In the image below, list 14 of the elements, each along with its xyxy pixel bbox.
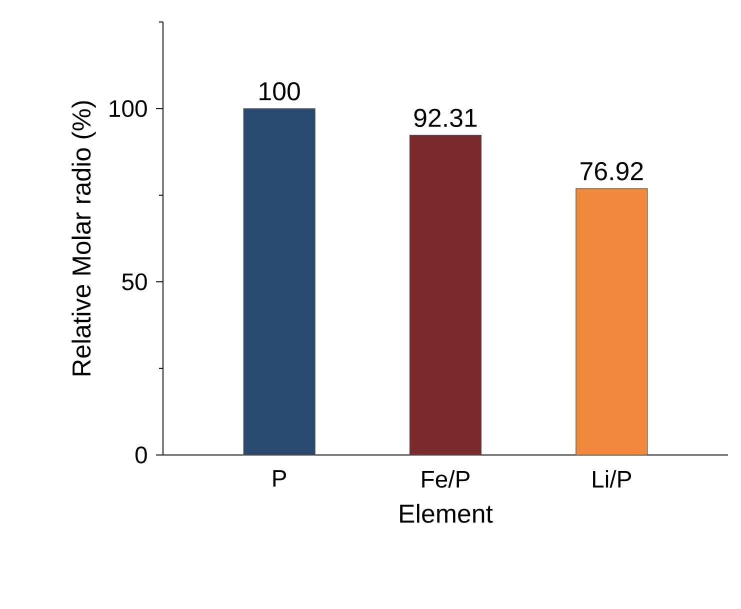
data-label: 100 xyxy=(260,82,300,100)
bar xyxy=(576,188,648,456)
x-tick-label: Fe/P xyxy=(422,470,470,488)
data-label: 76.92 xyxy=(580,162,643,180)
x-tick-label: Li/P xyxy=(593,470,632,488)
data-label: 92.31 xyxy=(414,108,477,128)
y-tick-label: 0 xyxy=(135,446,147,464)
y-tick-label: 50 xyxy=(122,273,147,290)
y-tick-label: 100 xyxy=(110,100,147,118)
x-axis-title: Element xyxy=(400,504,493,523)
bar xyxy=(409,134,482,456)
y-axis-title: Relative Molar radio (%) xyxy=(72,101,96,376)
x-tick-label: P xyxy=(273,470,286,487)
bar xyxy=(243,108,316,456)
